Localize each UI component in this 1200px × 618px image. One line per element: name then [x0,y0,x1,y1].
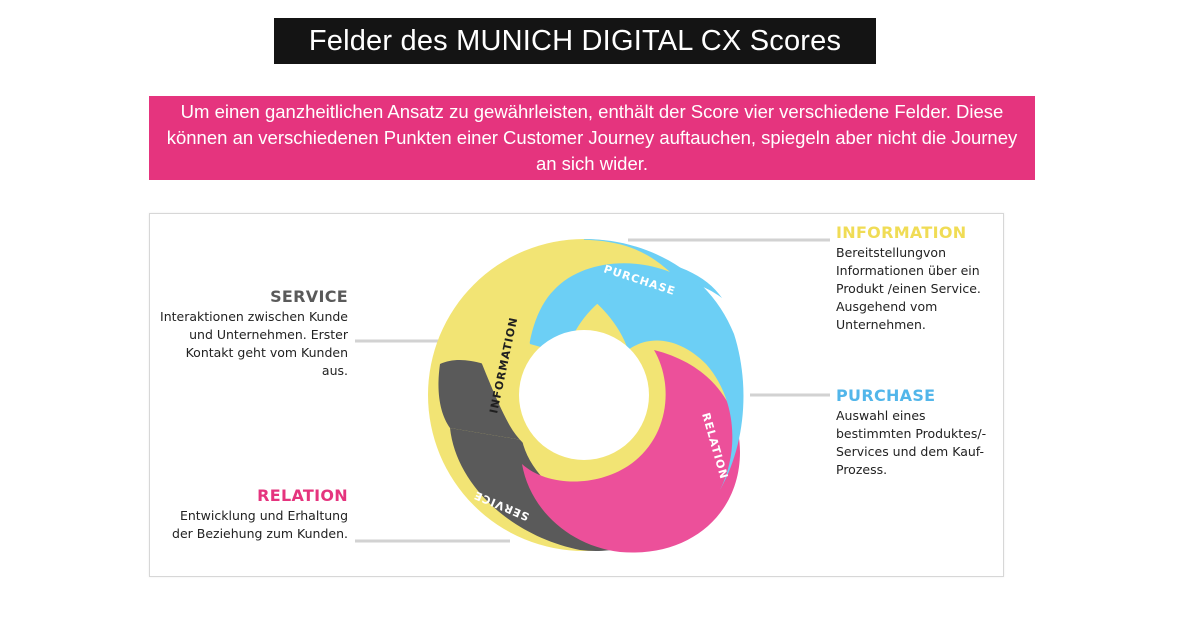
field-purchase-description: Auswahl eines bestimmten Produktes/-Serv… [836,408,987,477]
field-service-block: SERVICE Interaktionen zwischen Kunde und… [160,287,348,380]
field-service-heading: SERVICE [270,287,348,306]
intro-banner: Um einen ganzheitlichen Ansatz zu gewähr… [149,96,1035,180]
field-service-description: Interaktionen zwischen Kunde und Unterne… [160,309,348,378]
intro-text: Um einen ganzheitlichen Ansatz zu gewähr… [166,101,1018,174]
page-title: Felder des MUNICH DIGITAL CX Scores [308,24,842,57]
field-relation-description: Entwicklung und Erhaltung der Beziehung … [172,508,348,541]
field-purchase-block: PURCHASE Auswahl eines bestimmten Produk… [836,386,1001,479]
field-information-description: Bereitstellungvon Informationen über ein… [836,245,981,332]
ring-segment-relation [522,350,740,553]
ring-segment-purchase [584,239,744,490]
score-fields-diagram-panel: INFORMATION PURCHASE RELATION SERVICE SE… [149,213,1004,577]
ring-segment-information [460,239,670,468]
field-relation-block: RELATION Entwicklung und Erhaltung der B… [160,486,348,543]
field-information-block: INFORMATION Bereitstellungvon Informatio… [836,223,1001,334]
ring-center-hole [519,330,649,460]
field-relation-heading: RELATION [257,486,348,505]
page-title-banner: Felder des MUNICH DIGITAL CX Scores [274,18,876,64]
field-purchase-heading: PURCHASE [836,386,936,405]
swirl-ring-diagram: INFORMATION PURCHASE RELATION SERVICE [355,238,830,553]
field-information-heading: INFORMATION [836,223,967,242]
